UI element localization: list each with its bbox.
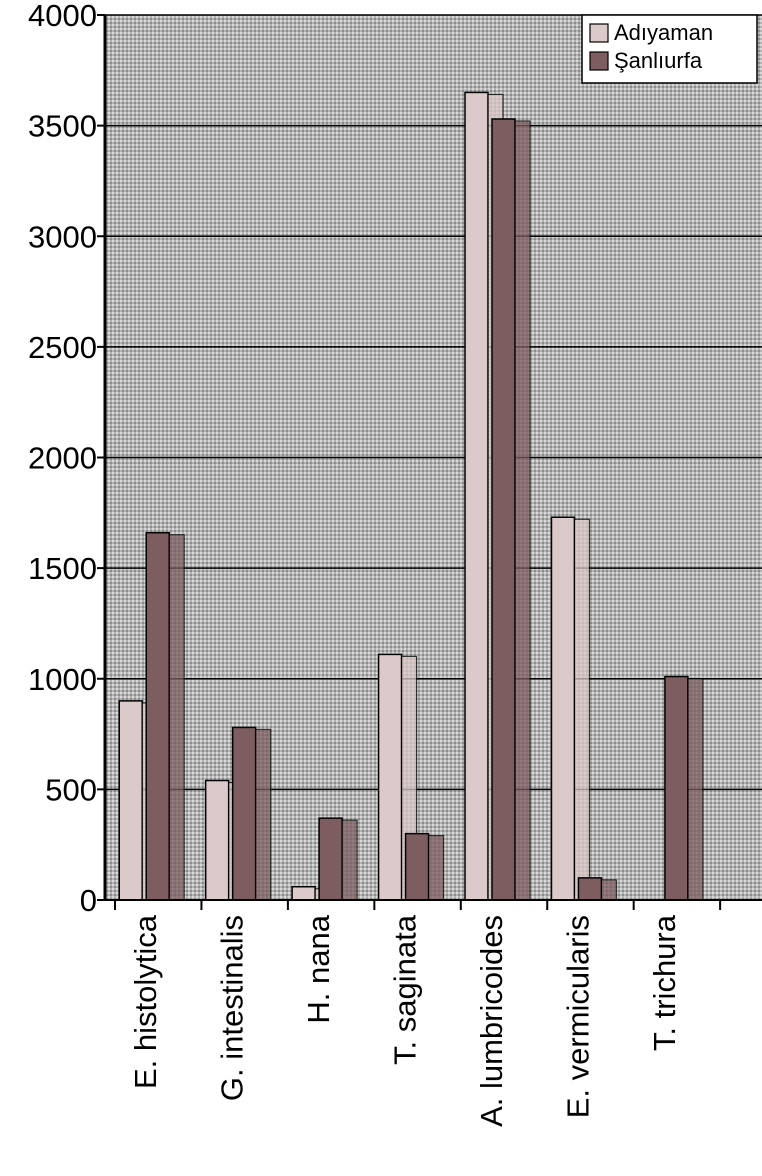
bar-face bbox=[664, 675, 689, 901]
bar-face bbox=[377, 653, 403, 901]
x-category-label: E. histolytica bbox=[128, 914, 163, 1089]
y-tick-label: 2000 bbox=[28, 441, 97, 476]
bar-face bbox=[491, 118, 516, 901]
bar-face bbox=[204, 779, 230, 901]
legend-swatch bbox=[589, 51, 609, 71]
y-tick-label: 500 bbox=[45, 772, 97, 807]
legend-box bbox=[581, 14, 758, 84]
bar-face bbox=[404, 832, 430, 901]
plot-area: 0 500 1000 1500 2000 2500 3000 3500 4000 E. hist… bbox=[28, 0, 762, 1127]
x-category-label: H. nana bbox=[301, 914, 336, 1023]
x-category-label: A. lumbricoides bbox=[474, 915, 509, 1127]
legend-label: Şanlıurfa bbox=[614, 48, 703, 73]
y-tick-label: 2500 bbox=[28, 330, 97, 365]
bar-face bbox=[118, 700, 143, 901]
bar-face bbox=[291, 885, 316, 901]
legend-label: Adıyaman bbox=[614, 20, 713, 45]
y-tick-label: 3500 bbox=[28, 109, 97, 144]
bar-sanliurfa bbox=[577, 877, 618, 901]
bar-sanliurfa bbox=[318, 817, 358, 901]
bar-sanliurfa bbox=[145, 531, 185, 901]
y-tick-label: 4000 bbox=[28, 0, 97, 33]
y-axis-ticks: 0 500 1000 1500 2000 2500 3000 3500 4000 bbox=[28, 0, 105, 918]
x-category-label: E. vermicularis bbox=[560, 915, 595, 1118]
bar-side bbox=[514, 120, 531, 901]
x-category-label: T. saginata bbox=[388, 914, 423, 1065]
x-category-label: G. intestinalis bbox=[215, 915, 250, 1101]
legend: Adıyaman Şanlıurfa bbox=[581, 14, 758, 84]
bar-face bbox=[318, 817, 343, 901]
bar-sanliurfa bbox=[664, 675, 704, 901]
legend-swatch bbox=[589, 23, 609, 43]
bar-side bbox=[168, 534, 185, 901]
y-tick-label: 0 bbox=[80, 883, 97, 918]
x-axis-ticks: E. histolytica G. intestinalis H. nana T. s… bbox=[114, 900, 722, 1127]
bar-side bbox=[341, 819, 358, 901]
bar-sanliurfa bbox=[491, 118, 531, 901]
bar-adiyaman bbox=[377, 653, 418, 901]
bar-side bbox=[255, 728, 272, 901]
bar-face bbox=[231, 726, 257, 901]
bar-adiyaman bbox=[550, 516, 591, 901]
x-category-label: T. trichura bbox=[647, 914, 682, 1051]
bar-sanliurfa bbox=[404, 832, 445, 901]
bar-face bbox=[577, 877, 603, 901]
bar-side bbox=[573, 518, 591, 901]
y-tick-label: 3000 bbox=[28, 219, 97, 254]
bar-face bbox=[550, 516, 576, 901]
y-tick-label: 1000 bbox=[28, 662, 97, 697]
bar-side bbox=[687, 677, 704, 901]
bar-side bbox=[600, 879, 618, 901]
bar-side bbox=[427, 835, 445, 901]
bar-sanliurfa bbox=[231, 726, 272, 901]
y-tick-label: 1500 bbox=[28, 551, 97, 586]
bar-face bbox=[145, 531, 170, 901]
bar-face bbox=[464, 91, 489, 901]
